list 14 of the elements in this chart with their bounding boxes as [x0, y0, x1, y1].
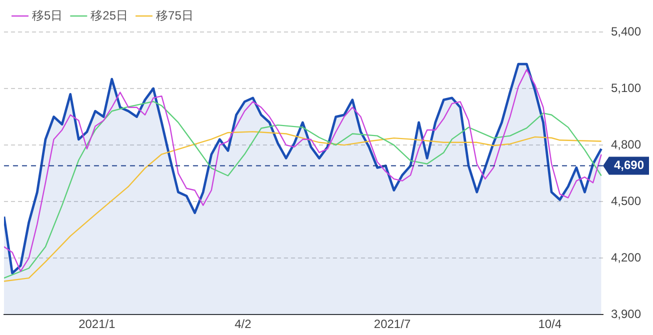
- y-tick-label: 3,900: [610, 306, 642, 321]
- legend-label: 移25日: [90, 8, 128, 22]
- ref-line-label: 4,690: [614, 158, 644, 172]
- x-tick-label: 4/2: [234, 317, 252, 332]
- legend-label: 移75日: [156, 8, 194, 22]
- legend-label: 移5日: [32, 8, 63, 22]
- y-tick-label: 5,100: [610, 80, 642, 95]
- y-tick-label: 4,800: [610, 137, 642, 152]
- y-tick-label: 4,200: [610, 250, 642, 264]
- x-tick-label: 2021/1: [78, 317, 116, 332]
- y-tick-label: 4,500: [610, 194, 642, 208]
- y-tick-label: 5,400: [610, 24, 642, 38]
- x-tick-label: 10/4: [538, 317, 562, 332]
- x-tick-label: 2021/7: [374, 317, 411, 332]
